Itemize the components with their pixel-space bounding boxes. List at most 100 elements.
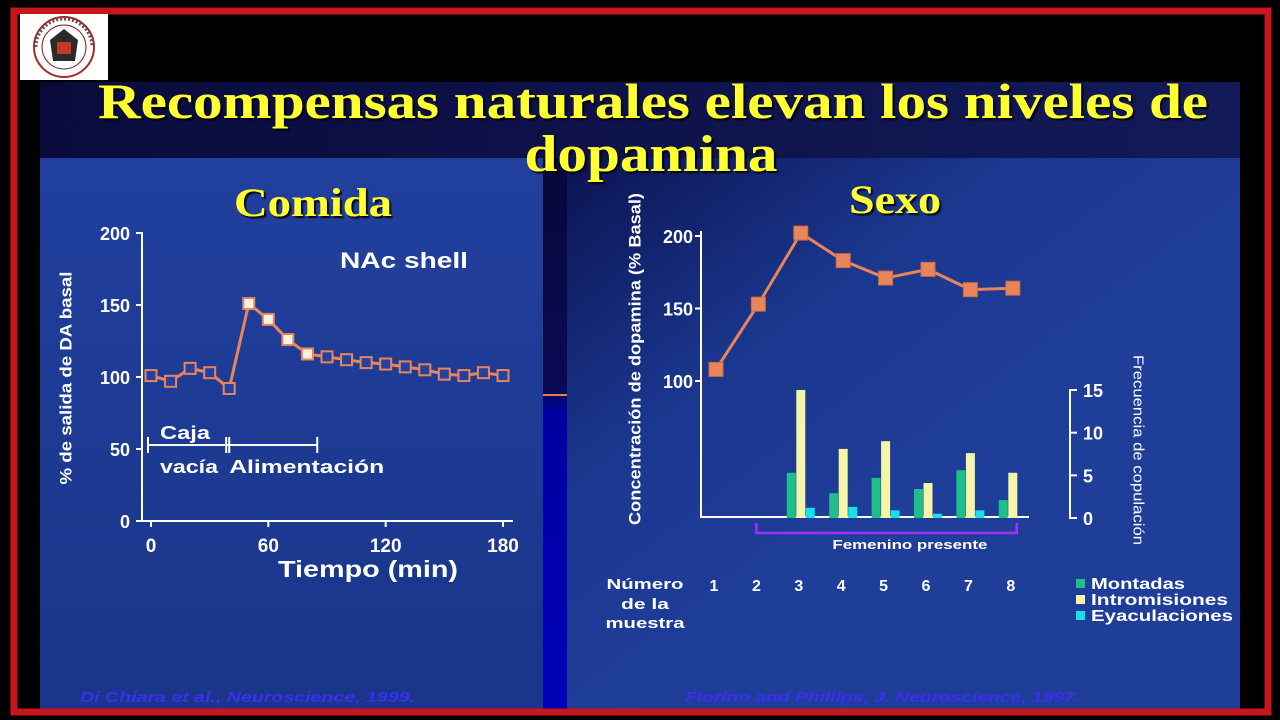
frequency-tick-label: 15 (1083, 381, 1103, 401)
right-panel-heading: Sexo (849, 177, 941, 222)
female-present-bracket (755, 523, 1019, 535)
food-data-point (300, 347, 314, 361)
bar-intromisiones (881, 441, 891, 518)
x-tick-label: 0 (146, 536, 157, 557)
bar-montadas (914, 488, 923, 518)
dopamine-data-point (793, 225, 809, 241)
bar-eyaculaciones (975, 510, 985, 518)
food-data-point (203, 366, 217, 380)
bar-montadas (871, 477, 881, 518)
food-data-point (144, 369, 158, 383)
bar-intromisiones (965, 453, 975, 518)
sex-dopamine-chart: 100 150 200 0 5 10 15 1 2 3 4 5 6 7 8 Número de la muestr… (606, 193, 1234, 632)
sample-number-label: 8 (1006, 578, 1015, 595)
sample-number-label: 2 (752, 578, 761, 595)
sample-number-label: 6 (922, 578, 931, 595)
y-tick-label: 100 (100, 368, 130, 388)
frequency-tick-label: 5 (1083, 466, 1093, 486)
food-data-point (222, 382, 236, 396)
dopamine-data-point (920, 261, 936, 277)
bar-eyaculaciones (848, 506, 858, 518)
y-tick-label: 50 (110, 440, 130, 460)
food-dopamine-chart: 0 50 100 150 200 0 60 120 180 Tiempo (min) % de sa… (57, 224, 519, 582)
food-data-point (242, 297, 256, 311)
food-data-point (437, 367, 451, 381)
dopamine-tick-label: 200 (663, 227, 693, 247)
center-divider-strip (543, 158, 567, 712)
x-axis-title: muestra (606, 615, 686, 632)
dopamine-data-point (878, 270, 894, 286)
slide-title-line-2: dopamina (525, 126, 778, 183)
food-data-point (359, 356, 373, 370)
y-tick-label: 200 (100, 224, 130, 244)
left-panel (40, 158, 543, 712)
food-data-point (281, 333, 295, 347)
bar-eyaculaciones (933, 513, 942, 518)
bar-montadas (786, 472, 796, 518)
bar-eyaculaciones (805, 507, 815, 518)
legend-label: Intromisiones (1091, 592, 1228, 609)
food-data-point (340, 353, 354, 367)
x-tick-label: 180 (487, 536, 519, 557)
food-data-point (261, 312, 275, 326)
dopamine-data-point (962, 282, 978, 298)
female-present-label: Femenino presente (832, 537, 987, 552)
frequency-axis-title: Frecuencia de copulación (1130, 355, 1147, 545)
food-data-point (164, 374, 178, 388)
dopamine-tick-label: 150 (663, 300, 693, 320)
food-data-point (476, 366, 490, 380)
sample-number-label: 7 (964, 578, 973, 595)
food-data-point (379, 357, 393, 371)
bar-intromisiones (838, 448, 848, 518)
sample-number-label: 4 (837, 578, 846, 595)
right-citation: Fiorino and Phillips, J. Neuroscience, 1… (685, 689, 1080, 706)
dopamine-data-point (835, 253, 851, 269)
period-label: Caja (160, 423, 211, 443)
dopamine-axis-title: Concentración de dopamina (% Basal) (626, 193, 645, 525)
dopamine-data-point (708, 361, 724, 377)
bar-montadas (998, 500, 1008, 518)
dopamine-tick-label: 100 (663, 372, 693, 392)
period-label: Alimentación (229, 457, 384, 477)
sample-number-label: 1 (710, 578, 719, 595)
dopamine-data-point (750, 296, 766, 312)
institution-logo (20, 14, 108, 80)
frequency-tick-label: 10 (1083, 424, 1103, 444)
bar-montadas (829, 493, 839, 518)
bar-intromisiones (1008, 472, 1018, 518)
x-axis-title: Número (607, 576, 684, 593)
left-citation: Di Chiara et al., Neuroscience, 1999. (80, 689, 415, 706)
legend-label: Eyaculaciones (1091, 608, 1233, 625)
food-data-point (457, 369, 471, 383)
x-axis-title: de la (621, 596, 670, 613)
period-label: vacía (160, 457, 219, 477)
legend-label: Montadas (1091, 576, 1185, 593)
x-tick-label: 120 (370, 536, 402, 557)
legend-swatch (1076, 595, 1085, 604)
legend-swatch (1076, 611, 1085, 620)
bar-intromisiones (923, 483, 933, 518)
slide-title-line-1: Recompensas naturales elevan los niveles… (98, 73, 1208, 129)
left-panel-heading: Comida (234, 180, 392, 225)
food-data-point (418, 363, 432, 377)
x-axis-title: Tiempo (min) (278, 556, 458, 582)
food-data-point (496, 369, 510, 383)
food-data-point (320, 350, 334, 364)
y-tick-label: 0 (120, 512, 130, 532)
frequency-tick-label: 0 (1083, 509, 1093, 529)
sample-number-label: 5 (879, 578, 888, 595)
bar-montadas (956, 470, 966, 518)
y-axis-title: % de salida de DA basal (57, 272, 76, 485)
y-tick-label: 150 (100, 296, 130, 316)
slide-frame (10, 7, 1272, 716)
bar-intromisiones (796, 390, 806, 518)
sample-number-label: 3 (794, 578, 803, 595)
right-panel (567, 158, 1240, 712)
legend-swatch (1076, 579, 1085, 588)
bar-eyaculaciones (890, 510, 900, 518)
food-data-point (398, 360, 412, 374)
region-annotation: NAc shell (340, 248, 468, 273)
food-data-point (183, 361, 197, 375)
dopamine-data-point (1005, 280, 1021, 296)
